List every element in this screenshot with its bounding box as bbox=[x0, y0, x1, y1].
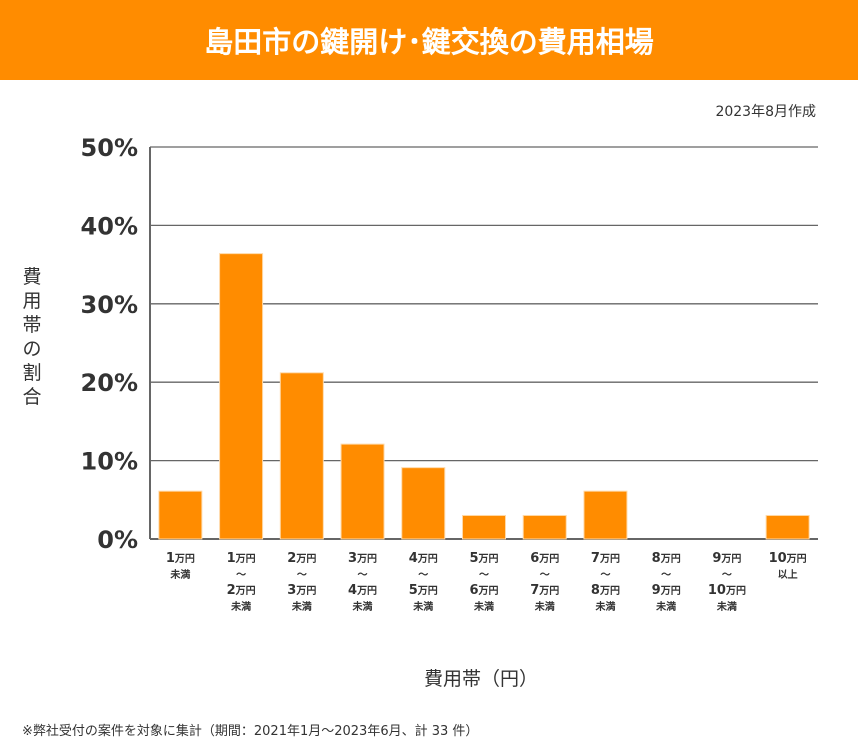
bar bbox=[522, 514, 567, 540]
date-label: 2023年8月作成 bbox=[715, 104, 816, 120]
y-tick-label: 0% bbox=[97, 526, 138, 554]
y-tick-label: 10% bbox=[81, 448, 138, 476]
x-tick-label: 4万円〜 5万円未満 bbox=[409, 551, 438, 613]
bar bbox=[340, 443, 385, 540]
bar bbox=[583, 490, 628, 540]
x-tick-label: 9万円〜 10万円未満 bbox=[708, 551, 746, 613]
y-axis-label: 費用帯の割合 bbox=[22, 266, 42, 408]
bar bbox=[765, 514, 810, 540]
y-tick-label: 50% bbox=[81, 134, 138, 162]
y-tick-label: 20% bbox=[81, 369, 138, 397]
bar bbox=[279, 372, 324, 540]
bar bbox=[462, 514, 506, 540]
x-tick-label: 3万円〜 4万円未満 bbox=[348, 551, 377, 613]
x-tick-label: 6万円〜 7万円未満 bbox=[530, 551, 559, 613]
x-tick-label: 2万円〜 3万円未満 bbox=[287, 551, 316, 613]
x-tick-label: 8万円〜 9万円未満 bbox=[652, 551, 681, 613]
footnote: ※弊社受付の案件を対象に集計（期間：2021年1月～2023年6月、計 33 件… bbox=[22, 724, 479, 739]
chart-title: 島田市の鍵開け･鍵交換の費用相場 bbox=[0, 0, 858, 80]
x-tick-label: 10万円以上 bbox=[769, 551, 807, 581]
y-tick-label: 30% bbox=[81, 291, 138, 319]
x-tick-label: 7万円〜 8万円未満 bbox=[591, 551, 620, 613]
y-tick-label: 40% bbox=[81, 212, 138, 240]
bar bbox=[219, 253, 264, 540]
bar bbox=[401, 467, 446, 540]
x-tick-label: 1万円未満 bbox=[166, 551, 195, 581]
x-tick-label: 5万円〜 6万円未満 bbox=[469, 551, 498, 613]
x-tick-label: 1万円〜 2万円未満 bbox=[227, 551, 256, 613]
bar bbox=[158, 490, 203, 540]
x-axis-label: 費用帯（円） bbox=[423, 668, 538, 690]
